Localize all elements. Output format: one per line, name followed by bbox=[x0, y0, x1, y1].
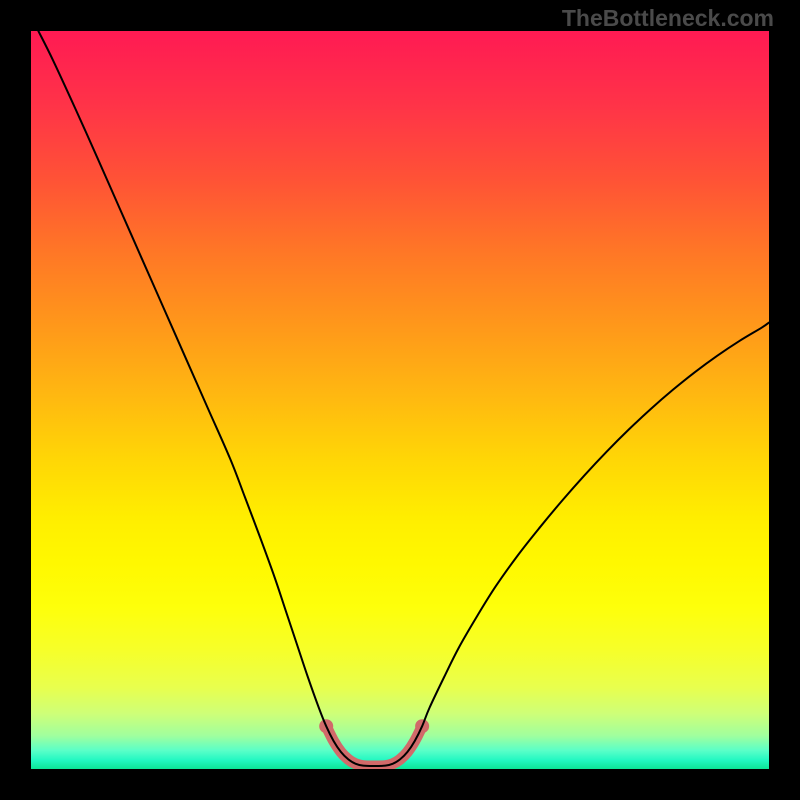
gradient-background bbox=[31, 31, 769, 769]
bottleneck-chart bbox=[31, 31, 769, 769]
watermark-text: TheBottleneck.com bbox=[562, 5, 774, 32]
chart-panel bbox=[31, 31, 769, 769]
